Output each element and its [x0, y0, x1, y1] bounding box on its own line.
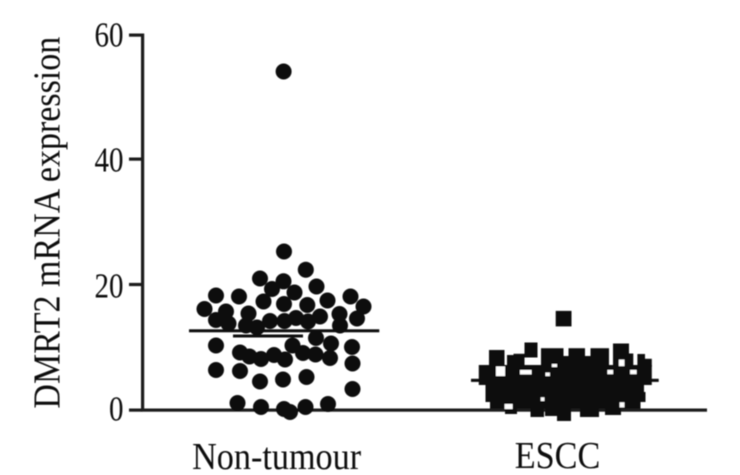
svg-text:DMRT2 mRNA expression: DMRT2 mRNA expression — [25, 37, 67, 409]
svg-text:40: 40 — [95, 140, 124, 179]
svg-text:60: 60 — [95, 15, 124, 54]
svg-text:20: 20 — [95, 266, 124, 305]
svg-text:Non-tumour: Non-tumour — [192, 435, 361, 475]
svg-text:ESCC: ESCC — [515, 434, 601, 475]
svg-text:0: 0 — [109, 389, 123, 428]
